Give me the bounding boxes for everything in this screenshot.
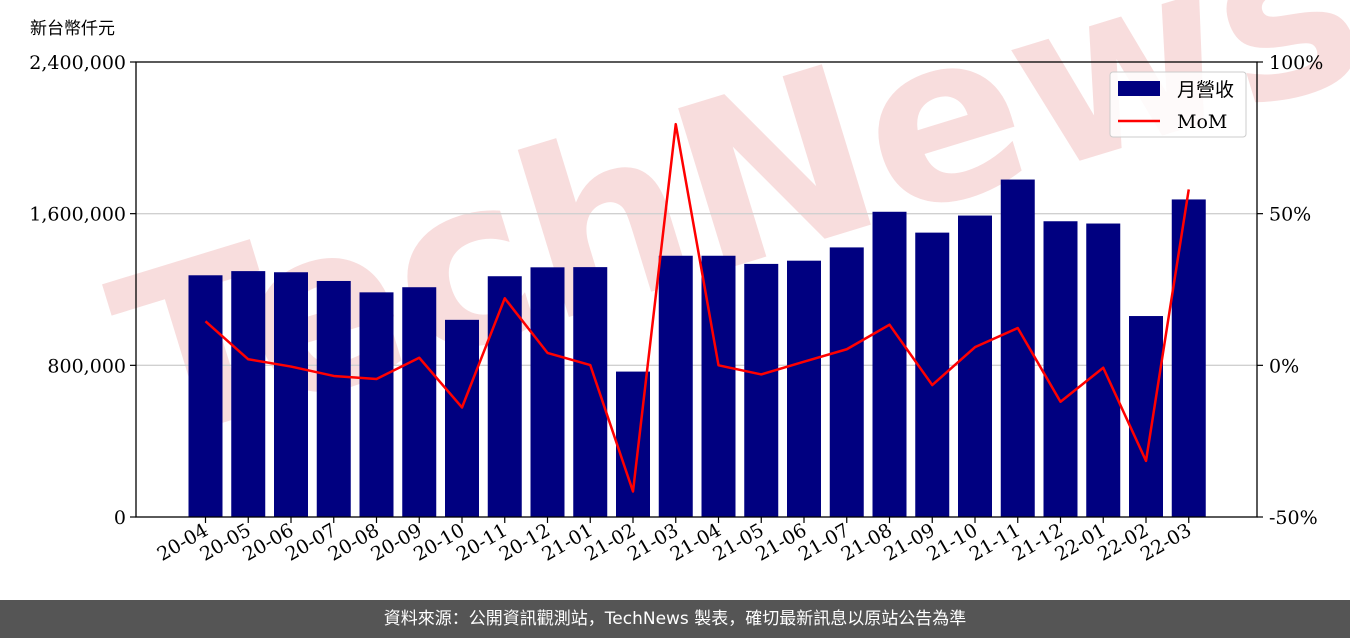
bar-21-03 <box>658 255 693 518</box>
right-tick-label: 0% <box>1269 355 1299 377</box>
bar-20-04 <box>188 275 223 517</box>
legend-bar-label: 月營收 <box>1177 79 1234 101</box>
mom-line-series <box>204 122 1190 493</box>
bar-21-10 <box>958 215 992 517</box>
bar-20-12 <box>530 267 565 517</box>
bar-21-05 <box>744 263 779 517</box>
left-tick-label: 800,000 <box>47 355 126 377</box>
right-tick-label: 50% <box>1269 204 1311 226</box>
bar-20-09 <box>402 287 437 517</box>
source-footer: 資料來源：公開資訊觀測站，TechNews 製表，確切最新訊息以原站公告為準 <box>0 600 1350 638</box>
y-axis-unit-label: 新台幣仟元 <box>30 19 115 39</box>
bar-22-02 <box>1129 316 1163 517</box>
legend-line-label: MoM <box>1177 111 1227 133</box>
bar-20-08 <box>359 292 394 517</box>
x-tick-label: 22-03 <box>1137 519 1195 565</box>
right-tick-label: -50% <box>1269 507 1318 529</box>
bar-21-01 <box>573 267 608 517</box>
bar-21-06 <box>787 260 821 517</box>
right-tick-label: 100% <box>1269 52 1323 74</box>
bar-20-06 <box>274 272 308 517</box>
bar-20-10 <box>445 319 479 517</box>
legend-bar-swatch <box>1118 81 1160 96</box>
left-tick-label: 0 <box>114 507 126 529</box>
bar-20-05 <box>231 271 266 517</box>
left-tick-label: 1,600,000 <box>29 204 126 226</box>
bar-21-07 <box>829 247 864 517</box>
legend: 月營收 MoM <box>1109 71 1247 138</box>
mom-line <box>204 122 1190 493</box>
bar-22-03 <box>1171 199 1206 517</box>
bar-20-11 <box>487 276 522 517</box>
bar-21-08 <box>872 211 907 518</box>
left-tick-label: 2,400,000 <box>29 52 126 74</box>
chart: TechNews 0800,0001,600,0002,400,000-50%0… <box>29 0 1350 566</box>
plot-frame <box>135 61 1258 518</box>
bar-21-12 <box>1043 221 1078 517</box>
bar-20-07 <box>316 280 351 517</box>
